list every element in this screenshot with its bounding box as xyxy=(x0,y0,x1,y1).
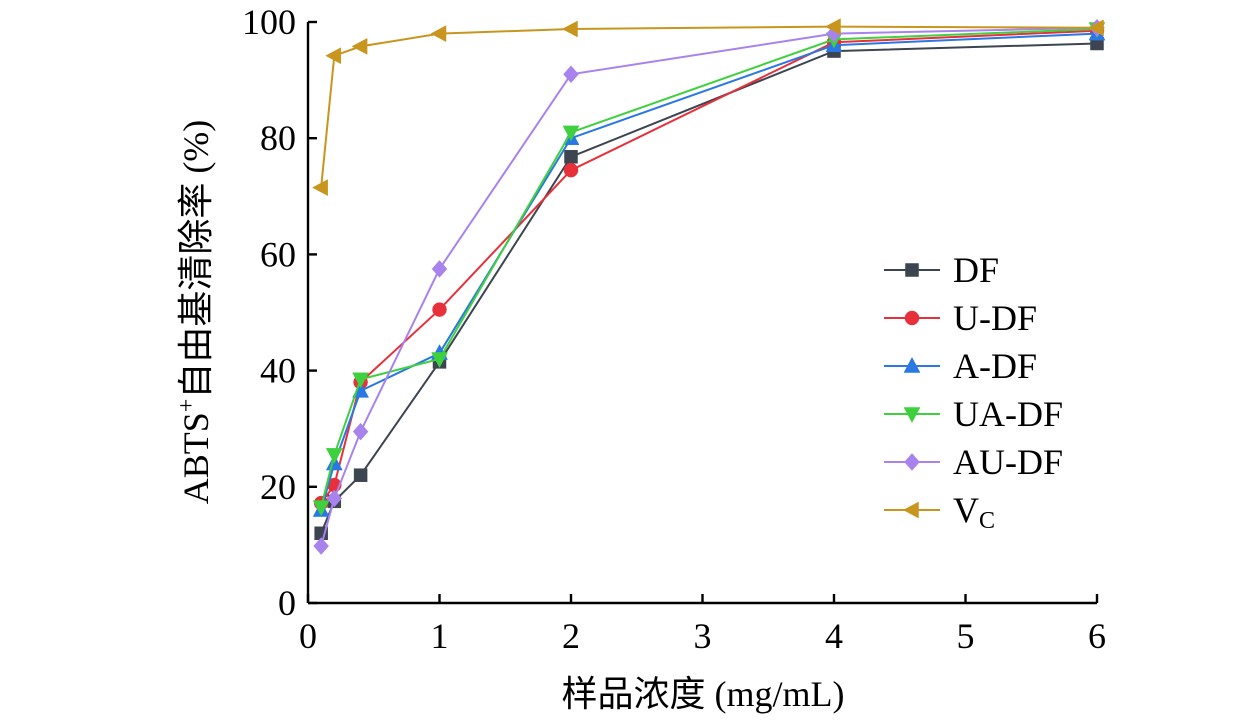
legend: DF U-DF A-DF UA-DF AU-DF VC xyxy=(884,250,1063,534)
data-point xyxy=(824,18,841,36)
data-point xyxy=(564,150,578,164)
data-point xyxy=(563,162,579,178)
data-point xyxy=(352,372,370,389)
x-tick-label: 2 xyxy=(562,616,580,656)
y-axis-title: ABTS+自由基清除率 (%) xyxy=(174,120,216,505)
legend-marker xyxy=(903,407,921,424)
y-tick-label: 0 xyxy=(278,583,296,623)
y-tick-label: 60 xyxy=(260,234,296,274)
series-line xyxy=(320,25,1098,188)
data-point xyxy=(325,448,343,464)
series-v xyxy=(312,18,1104,197)
legend-item: VC xyxy=(884,490,995,534)
legend-label: VC xyxy=(953,490,995,534)
data-point xyxy=(313,537,329,555)
data-point xyxy=(432,302,447,317)
legend-label: AU-DF xyxy=(953,442,1063,482)
data-point xyxy=(561,20,578,38)
data-point xyxy=(351,37,368,55)
y-tick-label: 100 xyxy=(242,2,296,42)
legend-label: UA-DF xyxy=(953,394,1063,434)
x-tick-label: 3 xyxy=(694,616,712,656)
data-point xyxy=(325,47,342,65)
legend-marker xyxy=(904,310,920,326)
legend-marker xyxy=(903,356,921,373)
data-point xyxy=(352,422,369,441)
legend-label: DF xyxy=(953,250,999,290)
legend-marker xyxy=(902,501,919,519)
legend-label-sub: C xyxy=(979,508,995,534)
y-tick-label: 20 xyxy=(260,467,296,507)
y-tick-label: 80 xyxy=(260,118,296,158)
x-axis-title: 样品浓度 (mg/mL) xyxy=(562,674,845,714)
legend-item: AU-DF xyxy=(884,442,1063,482)
x-tick-label: 5 xyxy=(957,616,975,656)
legend-item: U-DF xyxy=(884,298,1037,338)
data-point xyxy=(326,489,343,508)
data-point xyxy=(312,500,330,517)
x-tick-label: 6 xyxy=(1088,616,1106,656)
legend-item: UA-DF xyxy=(884,394,1063,434)
data-point xyxy=(562,125,580,142)
x-tick-label: 0 xyxy=(299,616,317,656)
legend-label: U-DF xyxy=(953,298,1037,338)
legend-item: A-DF xyxy=(884,346,1037,386)
legend-marker xyxy=(904,453,920,471)
legend-item: DF xyxy=(884,250,999,290)
plot-area xyxy=(312,18,1106,555)
data-point xyxy=(353,468,368,482)
x-tick-label: 4 xyxy=(825,616,843,656)
y-axis-title-prefix: ABTS xyxy=(176,412,216,504)
x-tick-label: 1 xyxy=(431,616,449,656)
data-point xyxy=(563,65,579,84)
data-point xyxy=(1087,19,1104,37)
legend-marker xyxy=(905,263,919,277)
data-point xyxy=(312,179,328,197)
data-point xyxy=(430,25,447,43)
y-axis-title-sup: + xyxy=(174,399,200,413)
data-point xyxy=(431,352,448,369)
legend-label: A-DF xyxy=(953,346,1037,386)
y-axis-title-rest: 自由基清除率 (%) xyxy=(176,120,216,399)
y-tick-label: 40 xyxy=(260,351,296,391)
data-point xyxy=(431,260,448,278)
